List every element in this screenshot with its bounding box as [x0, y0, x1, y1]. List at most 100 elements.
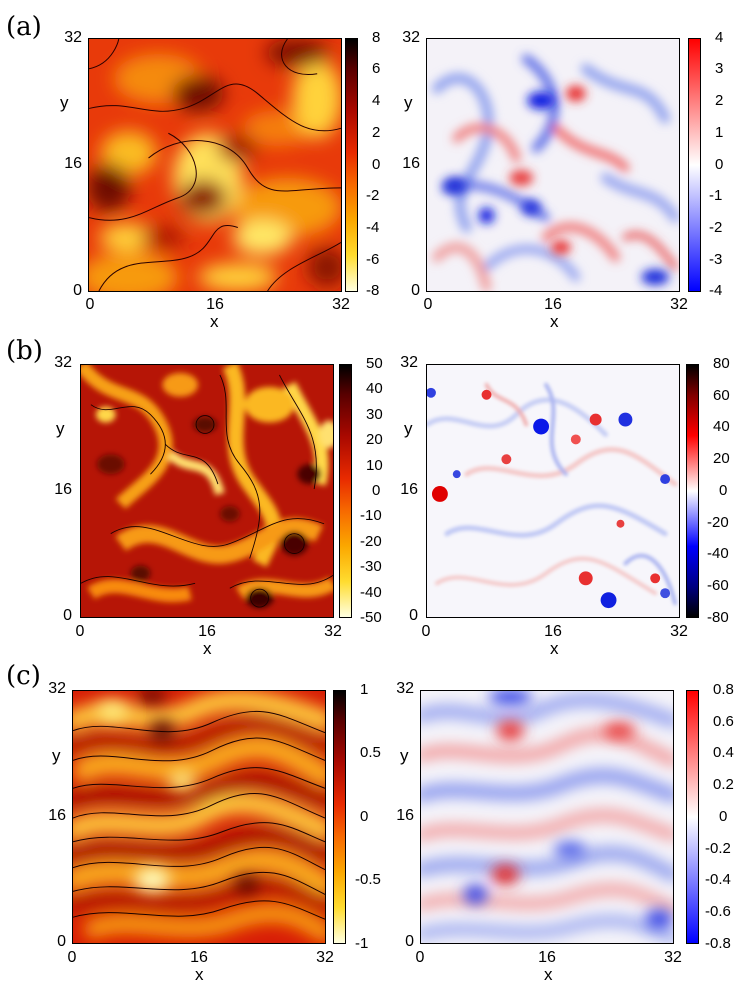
field-b-right — [427, 365, 679, 617]
ytick-b-right-16: 16 — [400, 481, 418, 498]
ytick-b-left-32: 32 — [54, 354, 72, 371]
xtick-c-left-0: 0 — [67, 949, 77, 966]
ytick-b-left-16: 16 — [54, 481, 72, 498]
cbtick-b-left-0: 50 — [366, 355, 383, 372]
ylabel-c-left: y — [52, 746, 61, 765]
cbtick-a-right-4: 0 — [715, 156, 724, 173]
xtick-c-right-16: 16 — [538, 949, 556, 966]
ytick-b-right-32: 32 — [400, 354, 418, 371]
xtick-c-right-32: 32 — [664, 949, 682, 966]
cbtick-c-right-7: -0.6 — [705, 903, 731, 920]
xlabel-b-right: x — [550, 639, 559, 658]
cbtick-c-right-4: 0 — [719, 808, 728, 825]
cbtick-b-right-1: 60 — [713, 387, 730, 404]
xtick-b-right-0: 0 — [421, 623, 431, 640]
ytick-a-left-32: 32 — [64, 29, 82, 46]
heatmap-c-left — [72, 690, 326, 944]
ytick-a-left-16: 16 — [64, 155, 82, 172]
cbtick-b-left-8: -30 — [360, 558, 382, 575]
ylabel-a-left: y — [60, 93, 69, 112]
ytick-b-right-0: 0 — [409, 607, 418, 624]
field-c-right — [421, 691, 673, 943]
xtick-a-left-16: 16 — [206, 296, 224, 313]
xtick-c-left-16: 16 — [190, 949, 208, 966]
cbtick-a-right-6: -2 — [709, 219, 723, 236]
colorbar-a-right — [688, 38, 701, 292]
xlabel-a-right: x — [550, 312, 559, 331]
cbtick-b-left-4: 10 — [366, 457, 383, 474]
field-c-left — [73, 691, 325, 943]
colorbar-b-right — [686, 364, 699, 618]
cbtick-a-left-8: -8 — [366, 282, 380, 299]
cbtick-b-left-1: 40 — [366, 380, 383, 397]
cbtick-b-left-5: 0 — [372, 482, 381, 499]
field-a-right — [427, 39, 679, 291]
cbtick-c-right-2: 0.4 — [713, 744, 734, 761]
ylabel-b-right: y — [404, 419, 413, 438]
heatmap-c-right — [420, 690, 674, 944]
cbtick-c-left-4: -1 — [355, 935, 369, 952]
cbtick-a-right-8: -4 — [709, 282, 723, 299]
heatmap-a-right — [426, 38, 680, 292]
xtick-b-left-0: 0 — [75, 623, 85, 640]
cbtick-b-right-4: 0 — [719, 482, 728, 499]
cbtick-a-left-4: 0 — [372, 156, 381, 173]
cbtick-a-left-5: -2 — [366, 187, 380, 204]
ytick-c-left-32: 32 — [48, 680, 66, 697]
xlabel-c-right: x — [544, 965, 553, 984]
heatmap-b-left — [80, 364, 334, 618]
ylabel-c-right: y — [400, 746, 409, 765]
cbtick-a-right-7: -3 — [709, 251, 723, 268]
cbtick-a-left-0: 8 — [372, 29, 381, 46]
cbtick-b-right-8: -80 — [707, 609, 729, 626]
ytick-a-right-16: 16 — [402, 155, 420, 172]
xtick-b-right-32: 32 — [670, 623, 688, 640]
cbtick-b-left-10: -50 — [360, 609, 382, 626]
cbtick-c-left-2: 0 — [360, 808, 369, 825]
cbtick-b-right-6: -40 — [707, 545, 729, 562]
cbtick-c-right-3: 0.2 — [713, 776, 734, 793]
colorbar-a-left — [345, 38, 358, 292]
cbtick-a-left-3: 2 — [372, 124, 381, 141]
cbtick-c-right-0: 0.8 — [713, 681, 734, 698]
ytick-a-right-0: 0 — [411, 282, 420, 299]
field-a-left — [89, 39, 341, 291]
cbtick-b-right-7: -60 — [707, 577, 729, 594]
xtick-a-left-0: 0 — [85, 296, 95, 313]
xtick-b-left-32: 32 — [324, 623, 342, 640]
xtick-a-right-0: 0 — [423, 296, 433, 313]
ytick-c-left-16: 16 — [48, 807, 66, 824]
cbtick-b-right-0: 80 — [713, 355, 730, 372]
cbtick-c-right-6: -0.4 — [705, 871, 731, 888]
xtick-a-right-32: 32 — [670, 296, 688, 313]
cbtick-a-left-6: -4 — [366, 219, 380, 236]
ylabel-b-left: y — [56, 419, 65, 438]
cbtick-c-right-8: -0.8 — [705, 935, 731, 952]
panel-label-b: (b) — [6, 336, 43, 366]
colorbar-b-left — [339, 364, 352, 618]
cbtick-b-left-7: -20 — [360, 533, 382, 550]
xtick-b-left-16: 16 — [198, 623, 216, 640]
cbtick-b-left-2: 30 — [366, 406, 383, 423]
ytick-a-right-32: 32 — [402, 29, 420, 46]
cbtick-a-left-1: 6 — [372, 60, 381, 77]
field-b-left — [81, 365, 333, 617]
ytick-a-left-0: 0 — [73, 282, 82, 299]
heatmap-b-right — [426, 364, 680, 618]
xtick-c-right-0: 0 — [415, 949, 425, 966]
xtick-a-right-16: 16 — [544, 296, 562, 313]
cbtick-a-right-5: -1 — [709, 187, 723, 204]
cbtick-c-left-0: 1 — [360, 681, 369, 698]
cbtick-c-left-3: -0.5 — [355, 871, 381, 888]
cbtick-b-left-6: -10 — [360, 507, 382, 524]
ytick-c-left-0: 0 — [57, 933, 66, 950]
panel-label-c: (c) — [6, 661, 41, 691]
cbtick-a-right-3: 1 — [715, 124, 724, 141]
xlabel-a-left: x — [210, 312, 219, 331]
xtick-b-right-16: 16 — [544, 623, 562, 640]
xlabel-b-left: x — [203, 639, 212, 658]
cbtick-b-left-3: 20 — [366, 431, 383, 448]
heatmap-a-left — [88, 38, 342, 292]
cbtick-a-right-0: 4 — [715, 29, 724, 46]
ytick-b-left-0: 0 — [63, 607, 72, 624]
